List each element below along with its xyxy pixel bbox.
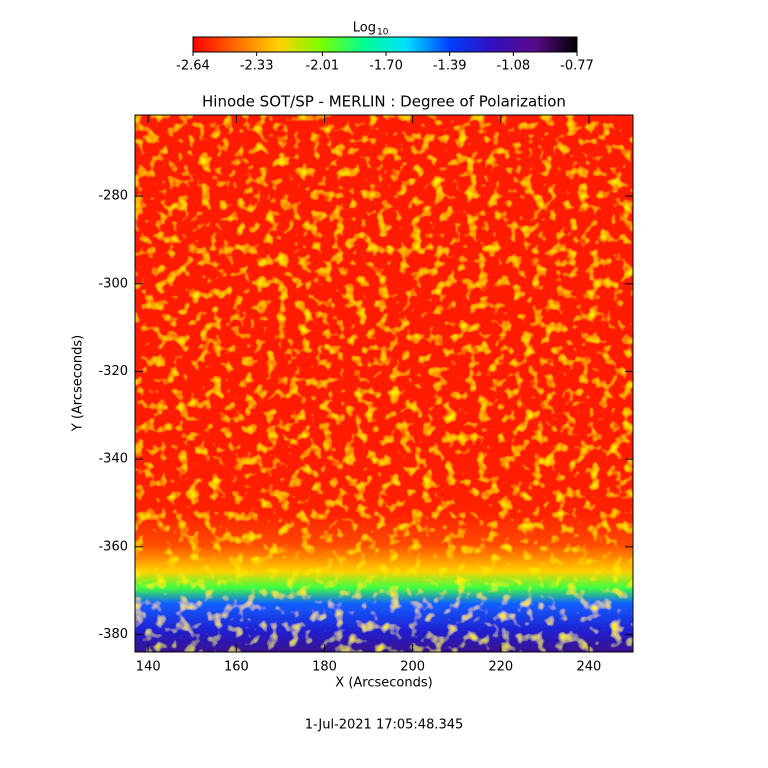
x-tick-label: 240: [577, 660, 602, 675]
colorbar-tick-label: -1.08: [497, 59, 531, 74]
x-tick-label: 160: [224, 660, 249, 675]
y-tick-label: -320: [98, 364, 128, 379]
colorbar-tick-label: -1.70: [369, 59, 403, 74]
colorbar: [192, 36, 578, 53]
chart-title: Hinode SOT/SP - MERLIN : Degree of Polar…: [202, 93, 566, 111]
colorbar-tick-label: -2.33: [240, 59, 274, 74]
colorbar-tick-label: -1.39: [433, 59, 467, 74]
x-axis-label: X (Arcseconds): [335, 676, 432, 691]
x-tick-label: 220: [488, 660, 513, 675]
y-axis-label: Y (Arcseconds): [71, 335, 86, 432]
y-tick-label: -380: [98, 627, 128, 642]
colorbar-tick-label: -0.77: [560, 59, 594, 74]
colorbar-tick-label: -2.64: [176, 59, 210, 74]
y-tick-label: -340: [98, 452, 128, 467]
x-tick-label: 180: [312, 660, 337, 675]
x-tick-label: 200: [400, 660, 425, 675]
colorbar-label-subscript: 10: [377, 28, 389, 38]
heatmap-field: [135, 115, 633, 652]
timestamp: 1-Jul-2021 17:05:48.345: [305, 718, 464, 733]
y-tick-label: -280: [98, 189, 128, 204]
colorbar-tick-label: -2.01: [306, 59, 340, 74]
plot-frame: [134, 114, 634, 653]
y-tick-label: -300: [98, 276, 128, 291]
heatmap-image: [135, 115, 633, 652]
y-tick-label: -360: [98, 539, 128, 554]
x-tick-label: 140: [136, 660, 161, 675]
colorbar-label: Log: [353, 21, 376, 36]
